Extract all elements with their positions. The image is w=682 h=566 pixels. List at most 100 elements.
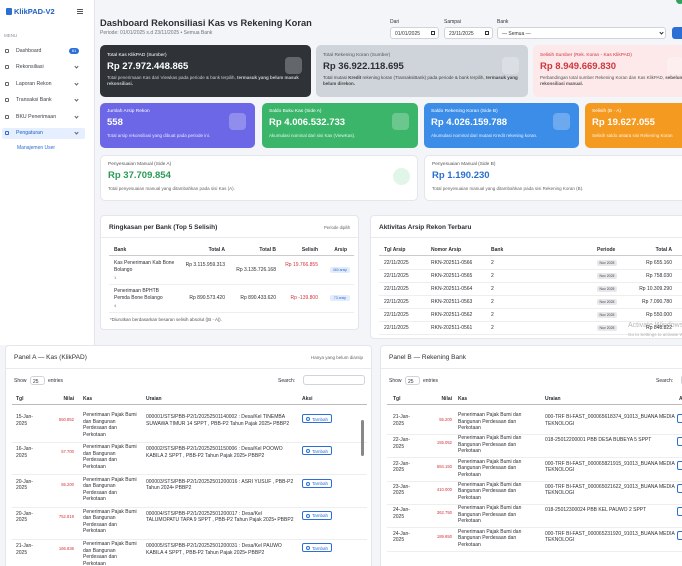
menu-item[interactable]: Transaksi Bank <box>2 95 85 106</box>
cell-kas: Penerimaan Pajak Bumi dan Bangunan Perde… <box>458 505 522 525</box>
card-label: Saldo Rekening Koran (Side B) <box>431 109 498 114</box>
cell: RKN-202511-0560 <box>431 338 472 339</box>
search-input[interactable] <box>303 375 365 385</box>
menu-icon <box>5 114 9 119</box>
column-header: Tgl Arsip <box>384 247 406 253</box>
row-line <box>387 550 682 552</box>
menu-item[interactable]: Pengaturan <box>2 128 85 139</box>
card-value: Rp 8.949.669.830 <box>540 61 617 72</box>
date-from-input[interactable]: 01/01/2025 <box>390 27 439 39</box>
cell: 2 <box>491 260 494 266</box>
period-badge: Nov 2025 <box>597 312 617 318</box>
card-label: Total Kas KlikPAD (Sumber) <box>107 53 167 58</box>
cell: Rp 7.090.780 <box>641 299 672 305</box>
entries-label: entries <box>423 378 439 384</box>
action-button[interactable] <box>677 507 682 517</box>
card-desc: Total mutasi Kredit rekening koran (Tran… <box>323 75 519 87</box>
cell-kas: Penerimaan Pajak Bumi dan Bangunan Perde… <box>83 412 137 438</box>
cell-uraian: 000001/STS/PBB-P2/1/20252501140002 : Des… <box>146 414 290 427</box>
total-a: Rp 3.115.959.313 <box>185 262 225 268</box>
action-button[interactable] <box>677 414 682 423</box>
card-icon <box>285 57 302 74</box>
entries-select[interactable]: 25 <box>30 376 45 385</box>
date-from-label: Dari <box>390 19 400 25</box>
add-button[interactable]: Tambah <box>302 543 332 553</box>
action-button[interactable] <box>677 437 682 447</box>
column-header: Aksi <box>302 396 313 402</box>
filter-button[interactable] <box>672 27 682 39</box>
menu-item[interactable]: Laporan Rekon <box>2 79 85 90</box>
add-icon <box>306 481 310 486</box>
action-button[interactable] <box>677 483 682 493</box>
menu-toggle[interactable] <box>77 9 83 14</box>
divider <box>371 237 682 238</box>
cell: 22/11/2025 <box>384 273 409 279</box>
date-to-input[interactable]: 23/11/2025 <box>444 27 493 39</box>
selisih: Rp 19.766.855 <box>285 262 318 268</box>
text: rekening koran (TransaksiBank) pada peri… <box>361 75 486 80</box>
stat-card: Penyesuaian Manual (Side A) Rp 37.709.854… <box>100 155 418 201</box>
cell: RKN-202511-0562 <box>431 312 473 318</box>
add-button[interactable]: Tambah <box>302 414 332 423</box>
add-icon <box>306 513 310 518</box>
period-badge: Nov 2025 <box>597 325 617 331</box>
chevron <box>659 30 664 35</box>
entries-label: entries <box>48 378 64 384</box>
cell-tgl: 20-Jan-2025 <box>16 478 33 492</box>
column-header: Nomor Arsip <box>431 247 462 253</box>
cell-uraian: 000-TRF BI-FAST_000065618374_91013_BUANA… <box>545 414 675 427</box>
menu-item[interactable]: BKU Penerimaan <box>2 112 85 123</box>
entries-count: 25 <box>408 378 414 385</box>
menu-subitem[interactable]: Manajemen User <box>17 145 56 151</box>
watermark: Activate Windows <box>628 322 682 329</box>
column-header: Tgl <box>16 396 24 402</box>
add-icon <box>306 417 310 421</box>
calendar-icon <box>485 31 489 35</box>
action-button[interactable] <box>677 460 682 470</box>
entries-select[interactable]: 25 <box>405 376 420 385</box>
menu-badge: 61 <box>69 48 79 54</box>
cell: RKN-202511-0564 <box>431 286 473 292</box>
text: Total mutasi <box>323 75 349 80</box>
column-header: Kas <box>83 396 93 402</box>
cell-kas: Penerimaan Pajak Bumi dan Bangunan Perde… <box>458 458 522 478</box>
add-label: Tambah <box>312 416 329 422</box>
date-to-label: Sampai <box>444 19 461 25</box>
add-button[interactable]: Tambah <box>302 478 332 488</box>
menu-item[interactable]: Dashboard 61 <box>2 46 85 57</box>
cell: 22/11/2025 <box>384 260 409 266</box>
cell: 2 <box>491 325 494 331</box>
row-line <box>379 334 682 335</box>
logo: KlikPAD-V2 <box>14 7 55 16</box>
cell-tgl: 21-Jan-2025 <box>393 414 410 427</box>
menu-item[interactable]: Rekonsiliasi <box>2 62 85 73</box>
card-icon <box>393 168 410 185</box>
divider <box>381 368 682 369</box>
cell: Rp 10.309.290 <box>639 286 672 292</box>
card-desc: Total penyesuaian manual yang ditambahka… <box>432 186 682 192</box>
card-label: Selisih Sumber (Rek. Koran - Kas KlikPAD… <box>540 53 632 58</box>
section-title: Aktivitas Arsip Rekon Terbaru <box>379 224 472 231</box>
cell-nilai: 584.150 <box>436 463 452 469</box>
header-line <box>387 404 682 405</box>
cell-kas: Penerimaan Pajak Bumi dan Bangunan Perde… <box>83 541 137 566</box>
menu-text: BKU Penerimaan <box>16 113 57 120</box>
row-line <box>387 527 682 529</box>
text: Perbandingan total sumber Rekening Koran… <box>540 75 666 80</box>
menu-toggle-bar <box>77 11 83 12</box>
row-line <box>387 503 682 505</box>
card-value: 558 <box>107 117 123 128</box>
add-button[interactable]: Tambah <box>302 446 332 456</box>
text: Akumulasi nominal dari sisi Kas (ViewKas… <box>269 133 356 138</box>
column-header: Arsip <box>334 247 347 253</box>
action-button[interactable] <box>677 530 682 540</box>
cell-kas: Penerimaan Pajak Bumi dan Bangunan Perde… <box>458 481 522 501</box>
cell: RKN-202511-0566 <box>431 260 473 266</box>
section-title: Ringkasan per Bank (Top 5 Selisih) <box>109 224 218 231</box>
cell: RKN-202511-0565 <box>431 273 473 279</box>
bank-code: 1 <box>114 275 117 280</box>
bank-select-input[interactable]: — Semua — <box>497 27 666 39</box>
add-button[interactable]: Tambah <box>302 510 332 520</box>
stat-card: Total Kas KlikPAD (Sumber) Rp 27.972.448.… <box>100 45 311 97</box>
column-header: Uraian <box>545 396 561 402</box>
